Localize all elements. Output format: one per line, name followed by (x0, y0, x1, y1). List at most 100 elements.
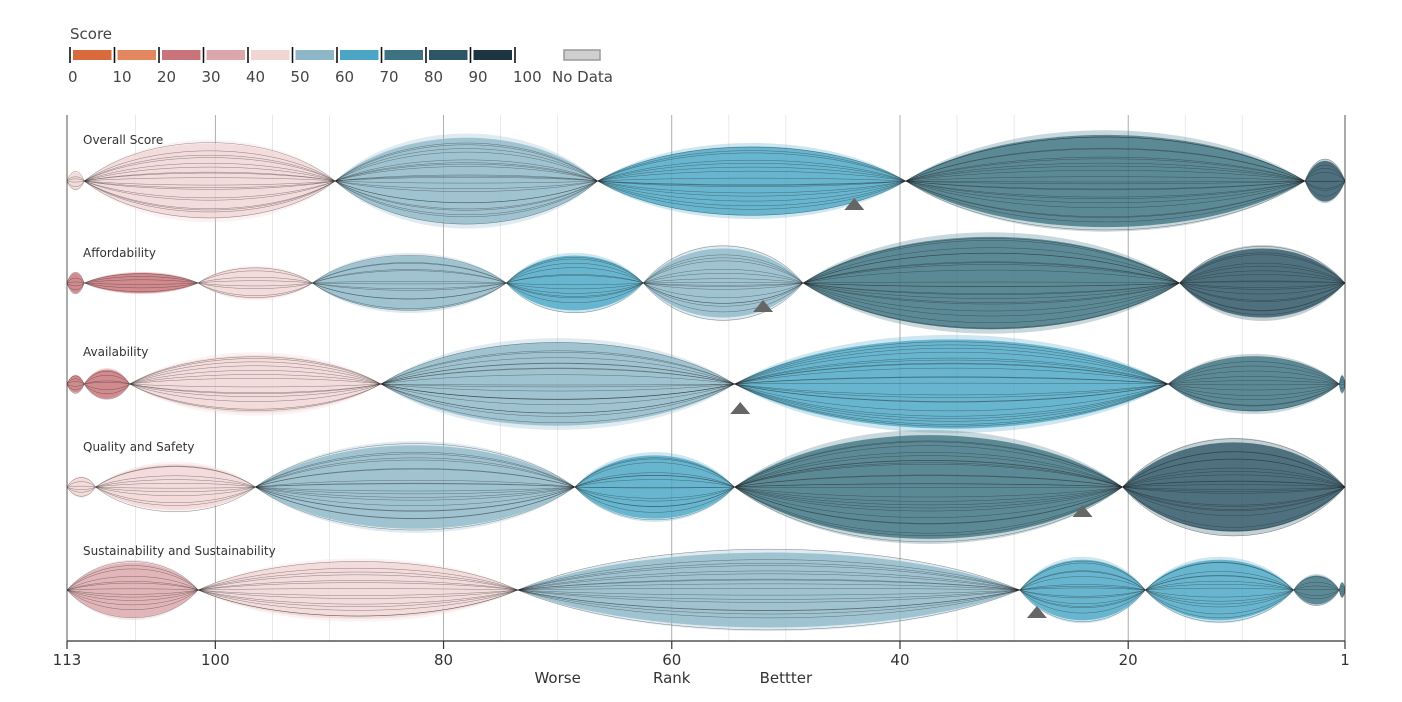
segment-strand (1122, 486, 1346, 512)
segment-strand (312, 282, 507, 299)
segment-strand (335, 177, 598, 182)
segment-strand (1179, 282, 1346, 295)
legend-bins (73, 50, 512, 60)
segment-strand (66, 565, 199, 591)
segment-strand (574, 486, 735, 507)
position-marker (844, 198, 865, 210)
legend-swatch (73, 50, 112, 60)
segment-strand (643, 254, 804, 284)
segment-strand (802, 282, 1180, 323)
segment-lens (597, 146, 906, 216)
segment-strand (335, 174, 598, 182)
segment-strand (84, 180, 336, 188)
segment-strand (1168, 370, 1340, 385)
segment-strand (198, 568, 518, 591)
segment-strand (643, 245, 804, 284)
segment-strand (597, 150, 906, 182)
segment-strand (255, 486, 575, 512)
segment-strand (198, 571, 518, 591)
segment-strand (84, 177, 336, 182)
segment-strand (198, 282, 313, 289)
segment-strand (597, 152, 906, 182)
segment-strand (1179, 254, 1346, 284)
segment-strand (255, 483, 575, 488)
legend-tick-label: 100 (513, 68, 542, 86)
segment-lens (574, 455, 735, 519)
segment-lens (84, 369, 130, 399)
segment-lens (198, 267, 313, 299)
segment-strand (255, 486, 575, 519)
segment-strand (597, 166, 906, 182)
segment-strand (66, 282, 85, 291)
segment-strand (255, 486, 575, 519)
segment-strand (83, 180, 336, 219)
segment-strand (1145, 589, 1294, 615)
segment-strand (643, 282, 804, 321)
segment-bundle (83, 139, 336, 223)
segment-strand (1019, 587, 1146, 591)
segment-strand (1293, 589, 1340, 600)
segment-strand (84, 157, 336, 182)
segment-strand (643, 282, 804, 287)
segment-strand (255, 486, 575, 531)
segment-strand (66, 486, 96, 490)
segment-strand (802, 282, 1180, 317)
segment-strand (905, 180, 1306, 199)
segment-strand (1122, 486, 1346, 510)
segment-strand (1168, 383, 1340, 396)
segment-strand (198, 589, 518, 611)
segment-strand (802, 261, 1180, 284)
segment-strand (95, 486, 256, 496)
segment-strand (1168, 380, 1340, 385)
segment-strand (255, 480, 575, 488)
axis-caption: Worse (534, 669, 580, 687)
segment-strand (905, 180, 1306, 198)
segment-strand (597, 160, 906, 182)
segment-strand (312, 281, 507, 284)
segment-strand (380, 357, 735, 385)
segment-strand (312, 282, 507, 285)
segment-strand (734, 383, 1169, 422)
chart-row: Availability (66, 334, 1346, 434)
segment-strand (506, 282, 644, 286)
segment-strand (1019, 586, 1146, 591)
segment-strand (1179, 280, 1346, 284)
segment-strand (84, 180, 336, 190)
chart-row: Quality and Safety (66, 429, 1346, 545)
segment-strand (574, 457, 735, 488)
segment-strand (83, 383, 130, 390)
segment-strand (335, 166, 598, 182)
segment-strand (643, 282, 804, 304)
segment-strand (1339, 383, 1346, 386)
segment-bundle (83, 368, 130, 400)
segment-lens (84, 143, 336, 219)
segment-strand (734, 486, 1123, 488)
segment-strand (734, 486, 1123, 518)
segment-strand (517, 563, 1020, 591)
segment-strand (517, 573, 1020, 591)
segment-strand (802, 238, 1180, 284)
segment-strand (1145, 587, 1294, 591)
segment-bundle (517, 548, 1020, 632)
segment-strand (597, 180, 906, 186)
segment-bundle (380, 338, 735, 430)
segment-strand (1168, 383, 1340, 406)
segment-strand (1122, 486, 1346, 506)
segment-strand (95, 486, 256, 512)
segment-strand (597, 180, 906, 207)
legend-tick-label: 90 (469, 68, 488, 86)
segment-strand (198, 580, 518, 591)
segment-strand (335, 180, 598, 215)
segment-strand (1293, 589, 1340, 596)
segment-strand (380, 352, 735, 385)
segment-lens (1145, 559, 1294, 621)
segment-strand (1179, 270, 1346, 284)
segment-strand (506, 282, 644, 290)
segment-strand (66, 589, 199, 598)
segment-strand (905, 162, 1306, 182)
segment-strand (506, 282, 644, 294)
segment-bundle (597, 142, 906, 220)
segment-strand (597, 180, 906, 194)
segment-strand (597, 180, 906, 202)
segment-bundle (506, 252, 644, 314)
